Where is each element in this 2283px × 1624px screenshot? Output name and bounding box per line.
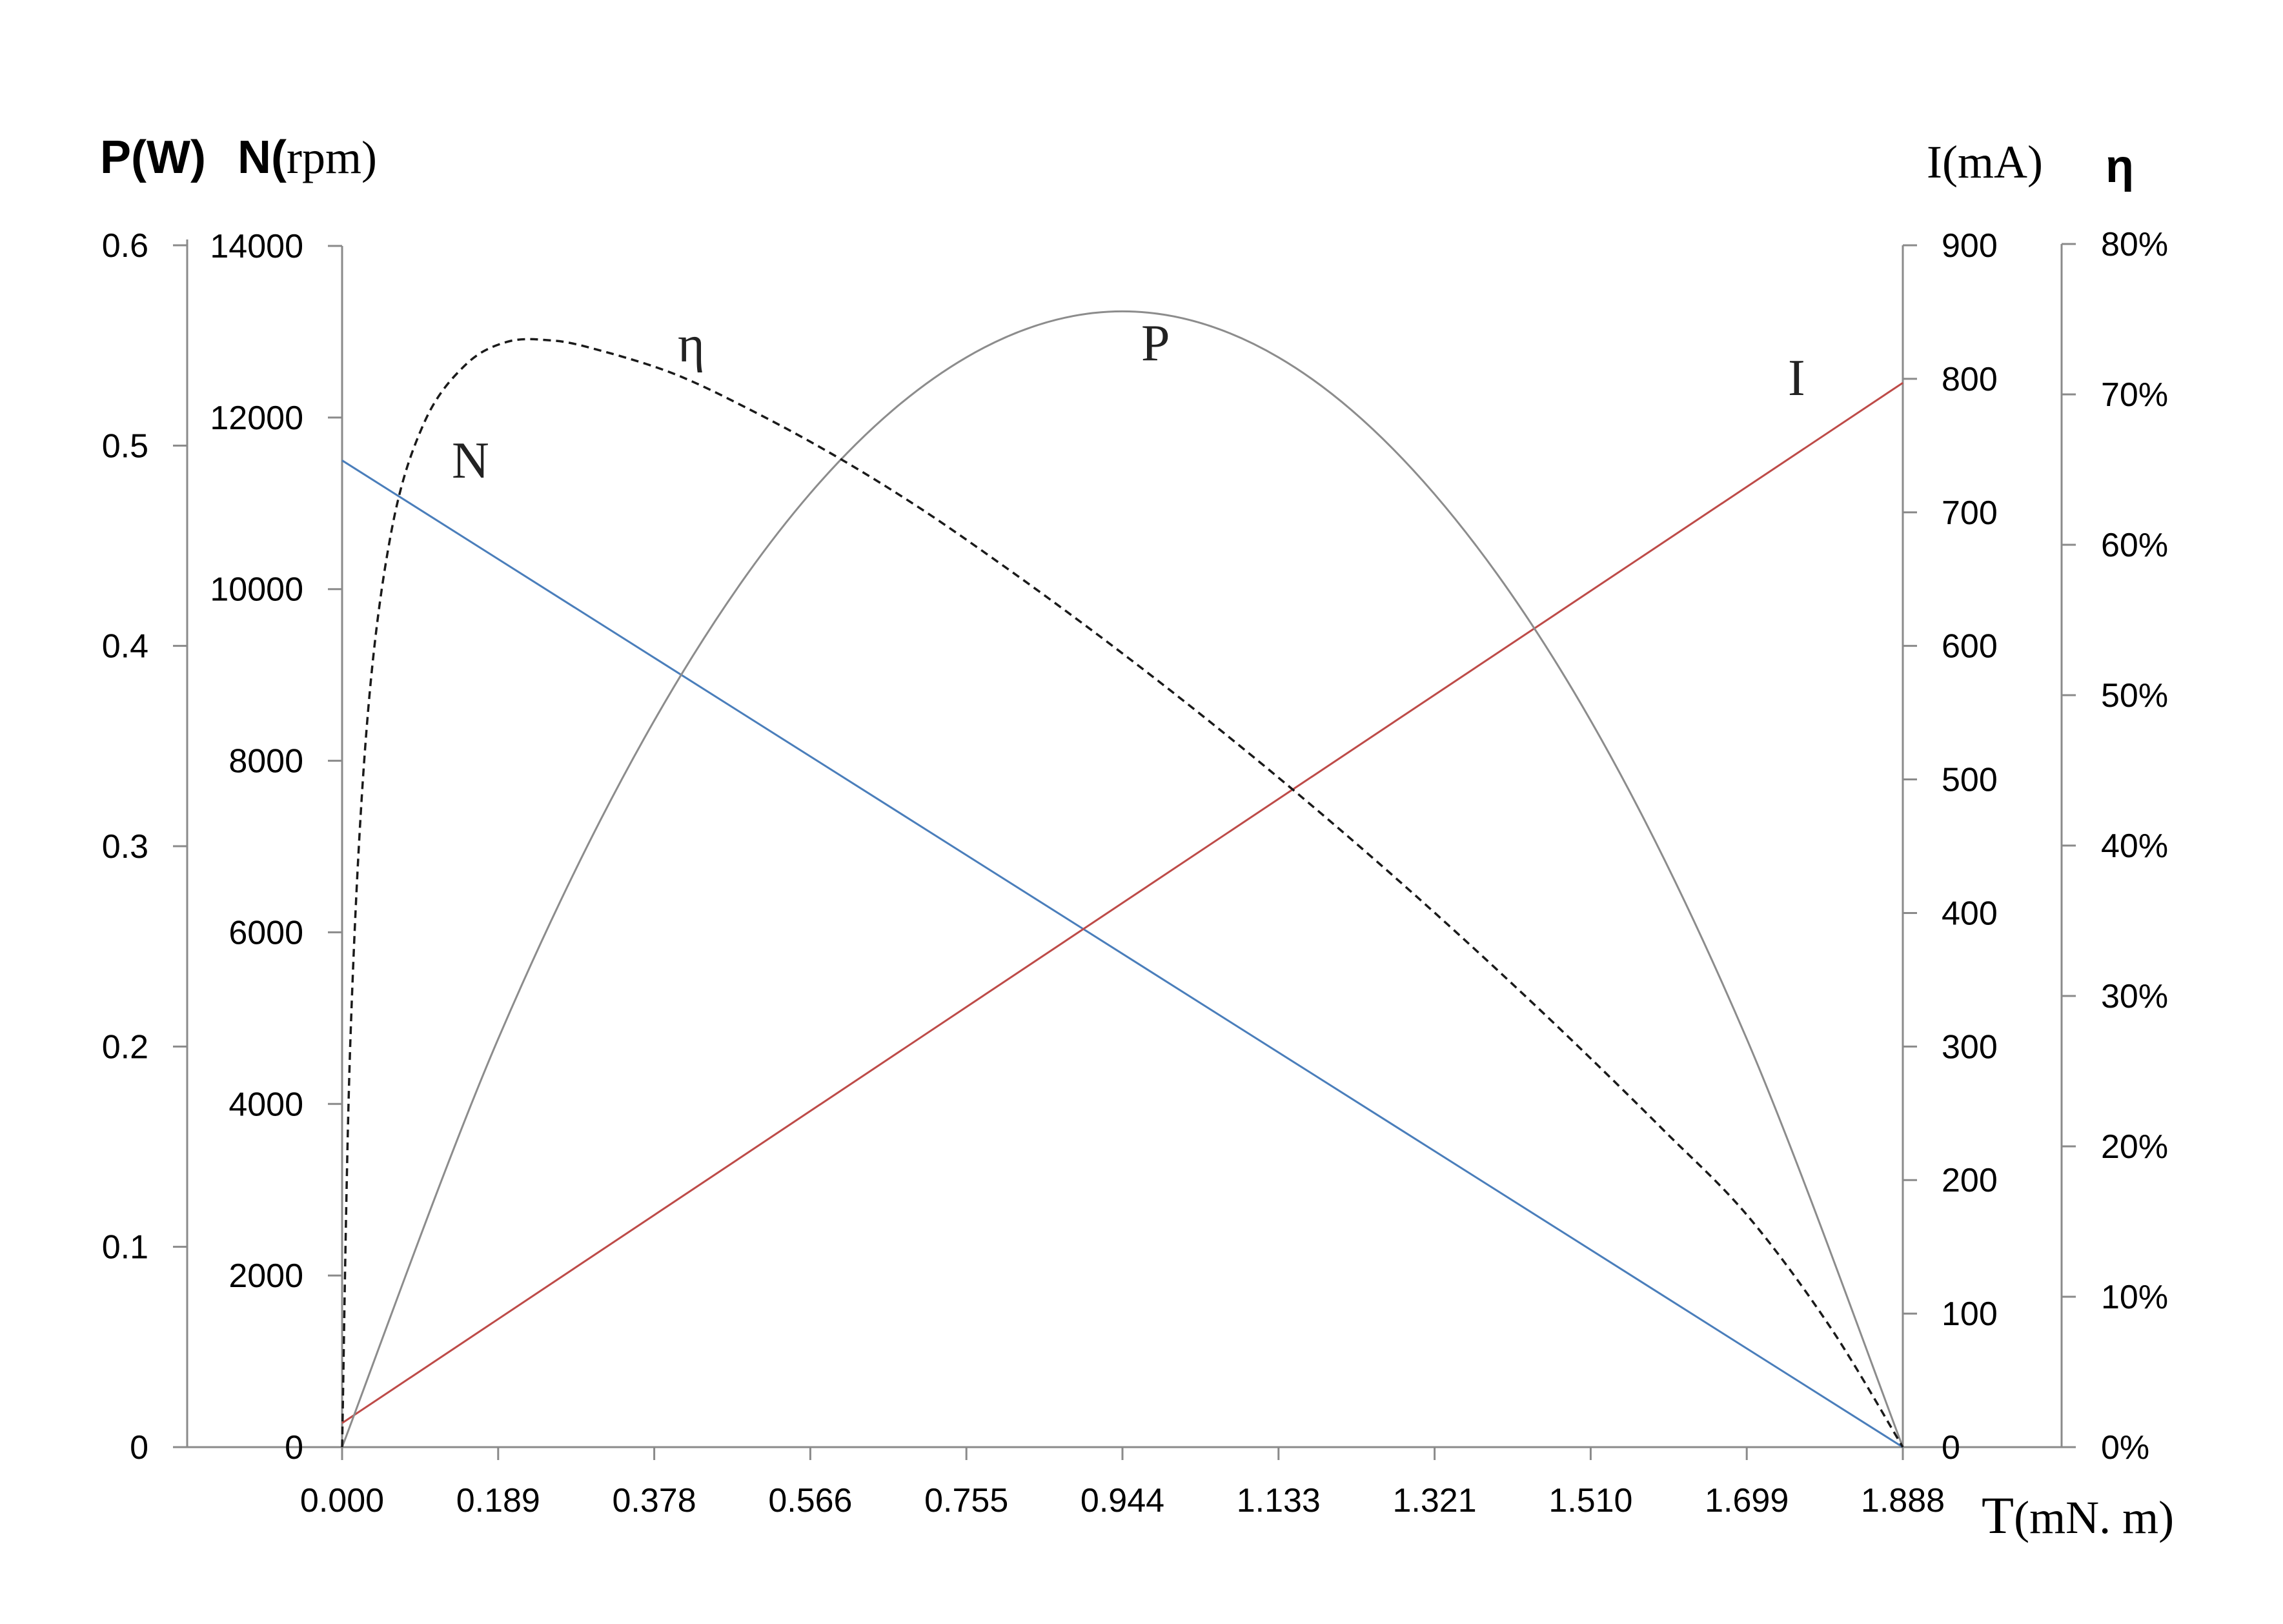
curve-label-i: I — [1788, 350, 1805, 407]
i-tick-label: 100 — [1942, 1295, 1998, 1333]
p-tick-label: 0.4 — [102, 628, 148, 665]
x-axis-title: T(mN. m) — [1982, 1486, 2174, 1545]
i-tick-label: 500 — [1942, 762, 1998, 799]
eta-tick-label: 40% — [2101, 827, 2168, 865]
n-axis-title-unit: rpm) — [287, 132, 377, 183]
i-tick-label: 400 — [1942, 895, 1998, 932]
p-tick-label: 0.3 — [102, 828, 148, 866]
eta-tick-label: 70% — [2101, 376, 2168, 414]
eta-tick-label: 60% — [2101, 527, 2168, 564]
i-tick-label: 900 — [1942, 227, 1998, 265]
i-axis-title: I(mA) — [1927, 136, 2043, 188]
eta-axis-title: η — [2105, 141, 2134, 192]
x-tick-label: 0.944 — [1081, 1482, 1164, 1519]
curve-label-p: P — [1141, 315, 1170, 372]
n-axis-title-symbol: N( — [238, 132, 287, 183]
n-tick-label: 4000 — [228, 1086, 303, 1123]
eta-tick-label: 10% — [2101, 1279, 2168, 1316]
n-tick-label: 6000 — [228, 914, 303, 951]
i-tick-label: 700 — [1942, 494, 1998, 532]
i-tick-label: 0 — [1942, 1429, 1960, 1467]
series-line-p — [341, 310, 1904, 1448]
p-tick-label: 0 — [130, 1429, 148, 1467]
series-line-eta — [341, 338, 1904, 1448]
p-tick-label: 0.5 — [102, 427, 148, 465]
p-tick-label: 0.1 — [102, 1229, 148, 1266]
x-tick-label: 1.699 — [1705, 1482, 1789, 1519]
x-tick-label: 1.510 — [1548, 1482, 1632, 1519]
n-axis-title: N(rpm) — [238, 132, 377, 183]
x-tick-label: 1.133 — [1237, 1482, 1321, 1519]
p-axis-title: P(W) — [100, 132, 206, 183]
n-tick-label: 14000 — [210, 228, 303, 265]
eta-tick-label: 30% — [2101, 978, 2168, 1015]
series-line-i — [341, 381, 1903, 1425]
tick-layer: 0.000 0.189 0.378 0.566 0.755 0.944 1.133 1.321… — [102, 226, 2168, 1519]
x-tick-label: 0.000 — [300, 1482, 384, 1519]
x-tick-label: 0.378 — [613, 1482, 696, 1519]
n-tick-label: 8000 — [228, 743, 303, 780]
x-axis-title-unit: (mN. m) — [2014, 1492, 2174, 1543]
x-tick-label: 1.888 — [1861, 1482, 1945, 1519]
eta-tick-label: 20% — [2101, 1128, 2168, 1166]
i-tick-label: 200 — [1942, 1162, 1998, 1199]
eta-tick-label: 80% — [2101, 226, 2168, 263]
n-tick-label: 10000 — [210, 571, 303, 609]
curve-label-eta: η — [678, 316, 705, 373]
eta-tick-label: 0% — [2101, 1429, 2149, 1467]
curve-label-n: N — [452, 432, 489, 489]
i-tick-label: 300 — [1942, 1028, 1998, 1066]
series-layer — [341, 310, 1904, 1448]
p-tick-label: 0.2 — [102, 1028, 148, 1066]
i-tick-label: 600 — [1942, 628, 1998, 665]
eta-tick-label: 50% — [2101, 677, 2168, 715]
x-tick-label: 0.566 — [768, 1482, 852, 1519]
x-tick-label: 0.189 — [456, 1482, 540, 1519]
n-tick-label: 2000 — [228, 1257, 303, 1295]
i-tick-label: 800 — [1942, 361, 1998, 398]
n-tick-label: 12000 — [210, 400, 303, 437]
n-tick-label: 0 — [285, 1429, 303, 1467]
series-line-n — [341, 460, 1903, 1448]
x-tick-label: 0.755 — [924, 1482, 1008, 1519]
p-tick-label: 0.6 — [102, 227, 148, 265]
x-tick-label: 1.321 — [1393, 1482, 1477, 1519]
x-axis-title-letter: T — [1982, 1486, 2014, 1545]
